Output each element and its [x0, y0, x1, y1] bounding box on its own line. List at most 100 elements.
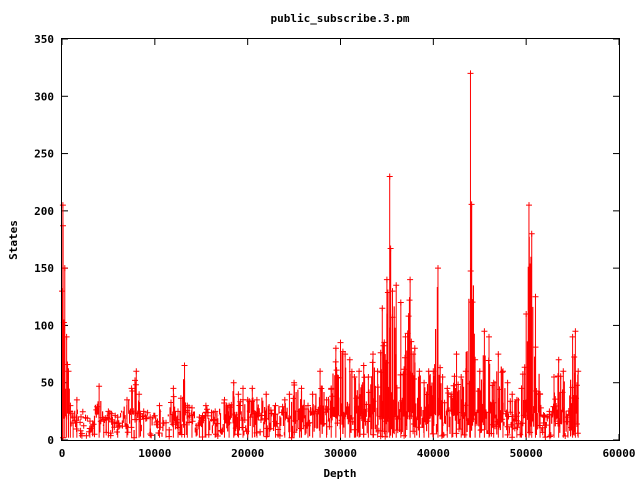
x-tick-label: 40000 [417, 447, 450, 460]
data-point-marker [383, 359, 390, 366]
data-point-marker [104, 414, 111, 421]
data-point-marker [416, 368, 423, 375]
data-point-marker [378, 413, 385, 420]
data-point-marker [186, 419, 192, 426]
data-point-marker [375, 384, 381, 391]
data-point-marker [363, 401, 370, 408]
data-point-marker [297, 425, 304, 432]
data-point-marker [571, 354, 578, 360]
data-point-marker [439, 374, 446, 380]
data-point-marker [384, 415, 391, 422]
data-point-marker [405, 313, 412, 320]
data-point-marker [430, 368, 437, 375]
data-point-marker [318, 385, 325, 392]
data-point-marker [114, 429, 120, 435]
data-point-marker [263, 433, 270, 440]
data-point-marker [393, 384, 400, 391]
data-point-marker [200, 417, 207, 424]
data-point-marker [550, 403, 557, 410]
data-point-marker [468, 201, 475, 208]
data-point-marker [177, 395, 184, 402]
data-point-marker [574, 430, 581, 437]
data-point-marker [557, 373, 564, 380]
data-point-marker [323, 396, 330, 403]
data-point-marker [462, 368, 469, 375]
data-point-marker [217, 427, 224, 434]
data-point-marker [478, 426, 485, 433]
data-point-marker [435, 265, 441, 272]
data-point-marker [173, 419, 180, 426]
data-point-marker [231, 411, 238, 418]
data-point-marker [84, 415, 91, 422]
data-point-marker [132, 381, 139, 388]
data-point-marker [267, 425, 273, 432]
data-point-marker [532, 344, 539, 351]
data-point-marker [178, 431, 185, 438]
data-point-marker [71, 417, 78, 424]
data-point-marker [278, 409, 285, 416]
data-point-marker [488, 430, 495, 437]
data-point-marker [257, 428, 264, 435]
data-point-marker [213, 420, 220, 427]
data-point-marker [225, 419, 232, 426]
data-point-marker [461, 431, 468, 438]
data-point-marker [346, 356, 353, 363]
data-point-marker [467, 268, 474, 274]
data-point-marker [569, 384, 576, 391]
data-point-marker [169, 421, 176, 428]
data-point-marker [123, 423, 129, 430]
data-point-marker [532, 293, 539, 300]
data-point-marker [324, 406, 331, 413]
data-point-marker [129, 388, 136, 394]
data-point-marker [272, 411, 279, 418]
data-point-marker [575, 368, 582, 375]
data-point-marker [310, 409, 317, 416]
data-point-marker [427, 412, 434, 419]
data-point-marker [421, 379, 428, 386]
y-tick-label: 200 [34, 205, 54, 218]
data-point-marker [79, 408, 86, 415]
data-point-marker [411, 421, 417, 427]
data-point-marker [267, 407, 274, 414]
data-point-marker [383, 418, 390, 425]
data-point-marker [429, 395, 436, 402]
data-point-marker [489, 382, 496, 389]
data-point-marker [555, 356, 562, 363]
data-point-marker [404, 330, 411, 337]
data-point-marker [500, 368, 506, 375]
data-point-marker [351, 374, 358, 380]
data-point-marker [91, 431, 98, 438]
data-point-marker [136, 391, 143, 398]
data-point-marker [181, 362, 188, 369]
data-point-marker [456, 426, 462, 433]
data-point-marker [370, 351, 376, 358]
data-point-marker [243, 428, 250, 435]
data-point-marker [541, 414, 548, 421]
data-point-marker [148, 432, 155, 439]
data-point-marker [170, 385, 177, 392]
data-point-marker [462, 402, 469, 409]
data-point-marker [156, 402, 163, 409]
data-point-marker [440, 431, 447, 438]
data-point-marker [189, 418, 196, 425]
data-point-marker [542, 434, 549, 441]
data-point-marker [559, 389, 566, 396]
data-point-marker [329, 393, 336, 400]
data-point-marker [389, 413, 396, 420]
data-point-marker [466, 380, 473, 387]
data-point-marker [333, 412, 340, 419]
data-point-marker [247, 414, 254, 421]
data-point-marker [517, 431, 524, 438]
data-point-marker [560, 368, 567, 375]
data-point-marker [124, 429, 131, 436]
data-point-marker [365, 374, 372, 380]
data-point-marker [188, 412, 195, 419]
data-point-marker [273, 420, 280, 427]
data-point-marker [239, 424, 246, 431]
data-point-marker [268, 410, 275, 417]
data-point-marker [458, 374, 465, 380]
data-point-marker [124, 396, 130, 403]
data-point-marker [212, 408, 219, 415]
data-point-marker [77, 419, 84, 426]
data-point-marker [504, 431, 511, 438]
